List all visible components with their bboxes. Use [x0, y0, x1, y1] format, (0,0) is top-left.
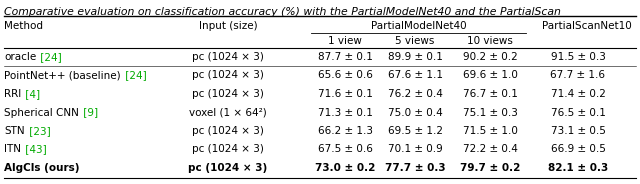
Text: 69.6 ± 1.0: 69.6 ± 1.0	[463, 70, 517, 81]
Text: 73.1 ± 0.5: 73.1 ± 0.5	[550, 126, 605, 136]
Text: 66.2 ± 1.3: 66.2 ± 1.3	[317, 126, 372, 136]
Text: AlgCls (ours): AlgCls (ours)	[4, 163, 79, 173]
Text: pc (1024 × 3): pc (1024 × 3)	[192, 70, 264, 81]
Text: 90.2 ± 0.2: 90.2 ± 0.2	[463, 52, 517, 62]
Text: 79.7 ± 0.2: 79.7 ± 0.2	[460, 163, 520, 173]
Text: [23]: [23]	[26, 126, 51, 136]
Text: 73.0 ± 0.2: 73.0 ± 0.2	[315, 163, 375, 173]
Text: PartialScanNet10: PartialScanNet10	[541, 21, 632, 31]
Text: 82.1 ± 0.3: 82.1 ± 0.3	[548, 163, 608, 173]
Text: 71.4 ± 0.2: 71.4 ± 0.2	[550, 89, 605, 99]
Text: 66.9 ± 0.5: 66.9 ± 0.5	[550, 144, 605, 155]
Text: pc (1024 × 3): pc (1024 × 3)	[192, 126, 264, 136]
Text: 76.5 ± 0.1: 76.5 ± 0.1	[550, 107, 605, 118]
Text: STN: STN	[4, 126, 24, 136]
Text: 87.7 ± 0.1: 87.7 ± 0.1	[317, 52, 372, 62]
Text: 67.6 ± 1.1: 67.6 ± 1.1	[387, 70, 442, 81]
Text: 67.7 ± 1.6: 67.7 ± 1.6	[550, 70, 605, 81]
Text: ITN: ITN	[4, 144, 21, 155]
Text: Comparative evaluation on classification accuracy (%) with the PartialModelNet40: Comparative evaluation on classification…	[4, 7, 561, 17]
Text: PointNet++ (baseline): PointNet++ (baseline)	[4, 70, 120, 81]
Text: pc (1024 × 3): pc (1024 × 3)	[192, 52, 264, 62]
Text: [4]: [4]	[22, 89, 40, 99]
Text: 75.1 ± 0.3: 75.1 ± 0.3	[463, 107, 517, 118]
Text: 70.1 ± 0.9: 70.1 ± 0.9	[388, 144, 442, 155]
Text: 67.5 ± 0.6: 67.5 ± 0.6	[317, 144, 372, 155]
Text: 71.6 ± 0.1: 71.6 ± 0.1	[317, 89, 372, 99]
Text: oracle: oracle	[4, 52, 36, 62]
Text: 72.2 ± 0.4: 72.2 ± 0.4	[463, 144, 517, 155]
Text: 91.5 ± 0.3: 91.5 ± 0.3	[550, 52, 605, 62]
Text: 65.6 ± 0.6: 65.6 ± 0.6	[317, 70, 372, 81]
Text: Method: Method	[4, 21, 43, 31]
Text: RRI: RRI	[4, 89, 21, 99]
Text: voxel (1 × 64²): voxel (1 × 64²)	[189, 107, 267, 118]
Text: [24]: [24]	[37, 52, 62, 62]
Text: pc (1024 × 3): pc (1024 × 3)	[188, 163, 268, 173]
Text: Spherical CNN: Spherical CNN	[4, 107, 79, 118]
Text: 10 views: 10 views	[467, 36, 513, 46]
Text: 1 view: 1 view	[328, 36, 362, 46]
Text: pc (1024 × 3): pc (1024 × 3)	[192, 144, 264, 155]
Text: 71.3 ± 0.1: 71.3 ± 0.1	[317, 107, 372, 118]
Text: 77.7 ± 0.3: 77.7 ± 0.3	[385, 163, 445, 173]
Text: pc (1024 × 3): pc (1024 × 3)	[192, 89, 264, 99]
Text: [24]: [24]	[122, 70, 147, 81]
Text: [9]: [9]	[80, 107, 98, 118]
Text: 76.2 ± 0.4: 76.2 ± 0.4	[388, 89, 442, 99]
Text: 69.5 ± 1.2: 69.5 ± 1.2	[387, 126, 442, 136]
Text: 76.7 ± 0.1: 76.7 ± 0.1	[463, 89, 517, 99]
Text: [43]: [43]	[22, 144, 47, 155]
Text: 5 views: 5 views	[396, 36, 435, 46]
Text: 71.5 ± 1.0: 71.5 ± 1.0	[463, 126, 517, 136]
Text: 89.9 ± 0.1: 89.9 ± 0.1	[388, 52, 442, 62]
Text: 75.0 ± 0.4: 75.0 ± 0.4	[388, 107, 442, 118]
Text: Input (size): Input (size)	[198, 21, 257, 31]
Text: PartialModelNet40: PartialModelNet40	[371, 21, 467, 31]
